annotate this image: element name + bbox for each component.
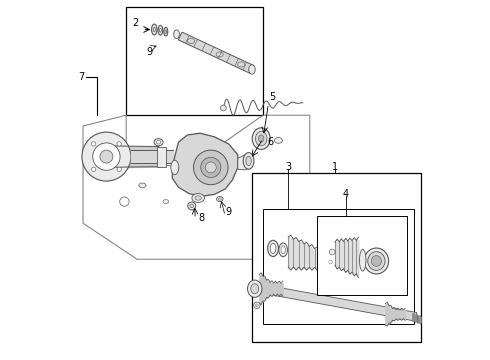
Ellipse shape (251, 284, 259, 294)
Circle shape (93, 143, 120, 170)
Circle shape (117, 142, 122, 146)
Circle shape (329, 249, 335, 255)
Polygon shape (178, 32, 254, 73)
Ellipse shape (151, 24, 157, 35)
Ellipse shape (255, 131, 267, 146)
Circle shape (194, 150, 228, 185)
Circle shape (205, 162, 216, 173)
Text: 1: 1 (332, 162, 338, 172)
Text: 4: 4 (343, 189, 349, 199)
Ellipse shape (156, 140, 161, 144)
Ellipse shape (360, 249, 366, 271)
Ellipse shape (158, 26, 163, 35)
Ellipse shape (281, 246, 285, 254)
Ellipse shape (259, 135, 264, 142)
Ellipse shape (249, 65, 255, 74)
Ellipse shape (139, 183, 146, 188)
Circle shape (82, 132, 131, 181)
Text: 3: 3 (285, 162, 291, 172)
Ellipse shape (268, 240, 278, 256)
Ellipse shape (364, 248, 389, 274)
Ellipse shape (163, 199, 169, 204)
Bar (263, 209, 414, 324)
Ellipse shape (171, 160, 179, 175)
Ellipse shape (243, 153, 254, 169)
Circle shape (255, 304, 258, 307)
Circle shape (120, 197, 129, 206)
Circle shape (220, 105, 226, 111)
Ellipse shape (164, 27, 168, 36)
Bar (317, 216, 407, 295)
Text: 8: 8 (199, 213, 205, 223)
Text: 5: 5 (269, 92, 275, 102)
Circle shape (92, 167, 96, 171)
Ellipse shape (165, 30, 167, 33)
Ellipse shape (368, 252, 385, 270)
Ellipse shape (219, 198, 221, 200)
Circle shape (100, 150, 113, 163)
Polygon shape (172, 133, 238, 196)
Circle shape (201, 157, 221, 177)
Ellipse shape (195, 196, 201, 200)
Bar (126, 7, 263, 115)
Ellipse shape (252, 128, 270, 149)
Ellipse shape (371, 256, 381, 266)
Ellipse shape (279, 243, 288, 257)
Ellipse shape (192, 194, 204, 202)
Ellipse shape (154, 139, 163, 146)
Ellipse shape (190, 204, 194, 208)
Polygon shape (257, 284, 417, 321)
Ellipse shape (247, 280, 262, 297)
Ellipse shape (159, 28, 161, 32)
Polygon shape (238, 155, 252, 170)
Ellipse shape (188, 202, 196, 210)
Text: 2: 2 (132, 18, 138, 28)
Text: 9: 9 (147, 47, 153, 57)
Text: 6: 6 (267, 137, 273, 147)
Circle shape (327, 258, 334, 266)
Circle shape (92, 142, 96, 146)
Ellipse shape (246, 156, 251, 166)
Circle shape (254, 302, 260, 309)
Text: 7: 7 (78, 72, 84, 82)
Ellipse shape (153, 27, 155, 32)
Ellipse shape (274, 138, 282, 143)
Text: 9: 9 (226, 207, 232, 217)
Circle shape (329, 260, 333, 264)
Ellipse shape (217, 197, 223, 202)
Circle shape (117, 167, 122, 171)
Ellipse shape (270, 243, 276, 253)
Bar (157, 147, 166, 167)
Ellipse shape (174, 30, 179, 39)
Bar (252, 173, 421, 342)
